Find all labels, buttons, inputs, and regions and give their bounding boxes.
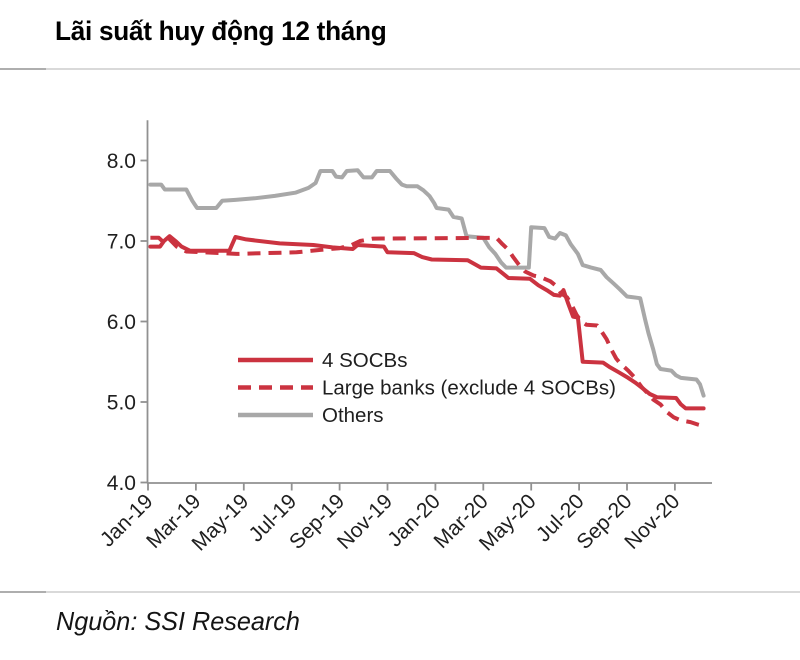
chart-title: Lãi suất huy động 12 tháng [55,16,387,46]
y-tick-label: 8.0 [107,150,136,173]
y-tick-label: 5.0 [107,391,136,414]
footer-divider [0,591,800,593]
y-tick-label: 4.0 [107,472,136,495]
x-tick-label: Nov-19 [333,490,397,554]
source-note: Nguồn: SSI Research [56,606,300,636]
legend-label-2: Large banks (exclude 4 SOCBs) [322,377,616,400]
series-line-others [148,168,706,398]
y-tick-label: 7.0 [107,230,136,253]
title-divider-cap [0,68,46,70]
y-tick-label: 6.0 [107,311,136,334]
legend-label-3: Others [322,404,384,427]
x-tick-label: Nov-20 [620,490,684,554]
series-line-4-socbs [148,234,706,411]
deposit-rate-chart: 4.05.06.07.08.0Jan-19Mar-19May-19Jul-19S… [96,120,712,556]
legend-label-1: 4 SOCBs [322,349,407,372]
title-divider [0,68,800,70]
footer-divider-cap [0,591,46,593]
